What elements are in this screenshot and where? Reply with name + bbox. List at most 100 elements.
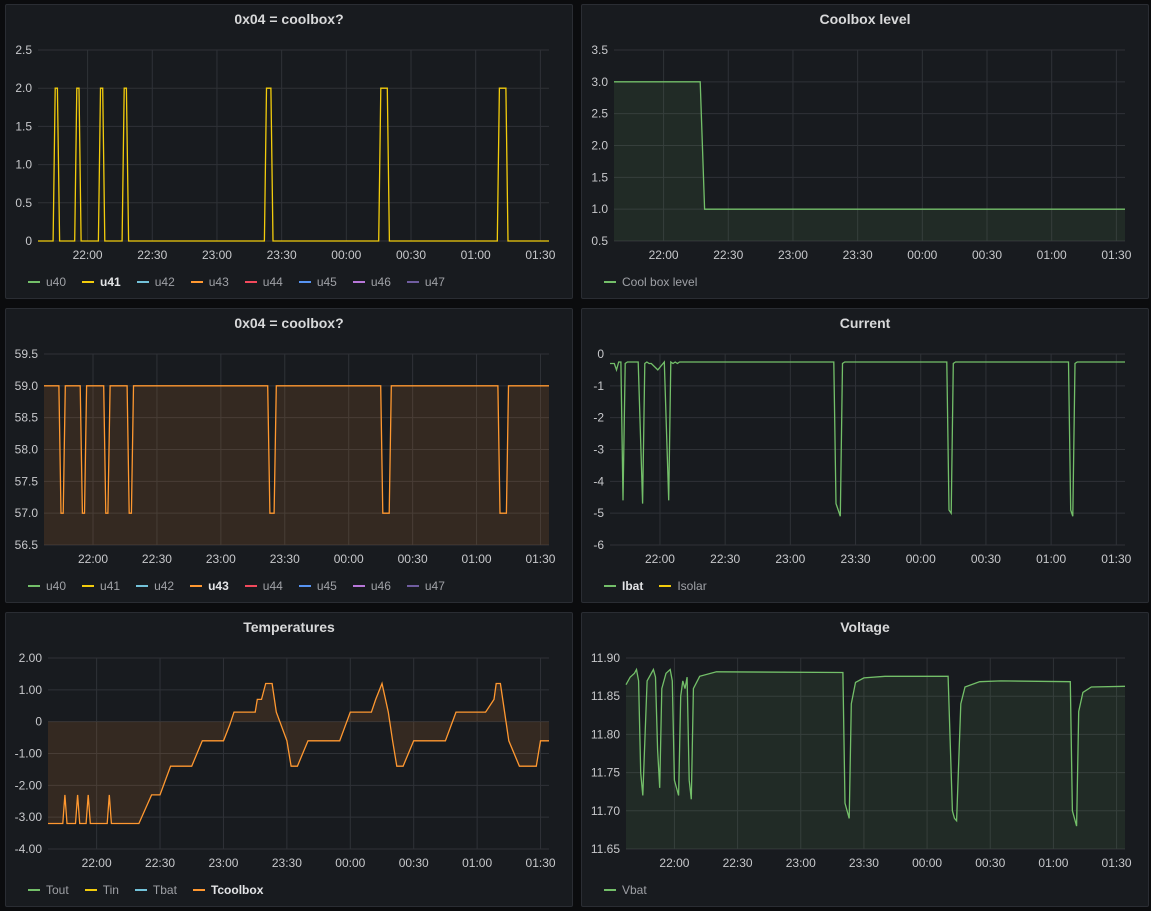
x-tick-label: 23:30 — [267, 248, 297, 262]
legend-item-u43[interactable]: u43 — [190, 579, 229, 593]
panel-temperatures: Temperatures -4.00 -3.00 -2.00 -1.00 0 1.00 2.… — [5, 612, 573, 907]
panel-title[interactable]: Coolbox level — [819, 11, 911, 27]
legend-item-tcoolbox[interactable]: Tcoolbox — [192, 883, 263, 897]
y-tick-label: 58.0 — [15, 443, 39, 457]
y-tick-label: 11.90 — [591, 651, 620, 665]
legend-label: u40 — [46, 275, 67, 289]
y-tick-label: 59.0 — [15, 379, 39, 393]
legend-swatch — [190, 585, 203, 587]
y-tick-label: 1.5 — [591, 170, 608, 184]
legend-item-u45[interactable]: u45 — [298, 275, 337, 289]
y-tick-label: -2 — [593, 411, 604, 425]
legend-label: u43 — [208, 275, 229, 289]
legend-item-u44[interactable]: u44 — [244, 579, 283, 593]
panel-title[interactable]: 0x04 = coolbox? — [234, 11, 344, 27]
legend-swatch — [28, 585, 40, 587]
legend-label: u44 — [262, 579, 283, 593]
legend-item-u40[interactable]: u40 — [28, 275, 66, 289]
x-tick-label: 01:00 — [462, 856, 492, 870]
x-tick-label: 00:30 — [972, 248, 1002, 262]
legend-item-u41[interactable]: u41 — [82, 275, 121, 289]
legend-item-tout[interactable]: Tout — [28, 883, 69, 897]
series-line-u43 — [44, 385, 549, 514]
legend-item-isolar[interactable]: Isolar — [659, 579, 707, 593]
legend-item-u42[interactable]: u42 — [136, 275, 175, 289]
legend-item-u40[interactable]: u40 — [28, 579, 66, 593]
legend-item-u45[interactable]: u45 — [298, 579, 337, 593]
legend-item-u47[interactable]: u47 — [406, 275, 445, 289]
legend-swatch — [28, 889, 40, 891]
legend-item-tin[interactable]: Tin — [84, 883, 119, 897]
chart-temperatures: -4.00 -3.00 -2.00 -1.00 0 1.00 2.00 22:00 22:30 2… — [15, 651, 556, 870]
legend-swatch — [659, 585, 672, 587]
legend-label: Isolar — [677, 579, 707, 593]
legend-swatch — [352, 585, 365, 587]
x-tick-label: 22:00 — [73, 248, 103, 262]
panel-title[interactable]: Current — [839, 315, 891, 331]
legend-label: u44 — [262, 275, 283, 289]
legend-item-u41[interactable]: u41 — [82, 579, 120, 593]
series-line-cool-box-level — [614, 81, 1125, 210]
x-tick-label: 22:30 — [723, 856, 753, 870]
panel-title[interactable]: Temperatures — [243, 619, 335, 635]
x-tick-label: 22:30 — [710, 552, 740, 566]
series-line-tcoolbox — [48, 681, 549, 825]
legend-item-u46[interactable]: u46 — [352, 579, 391, 593]
x-tick-label: 22:30 — [137, 248, 167, 262]
y-tick-label: -2.00 — [15, 778, 43, 792]
legend: u40 u41 u42 u43 u44 u45 u46 u47 — [28, 275, 445, 289]
chart-u41: 0 0.5 1.0 1.5 2.0 2.5 22:00 22:30 23:00 23:30 00:0… — [15, 43, 555, 262]
x-tick-label: 22:00 — [645, 552, 675, 566]
chart-voltage: 11.65 11.70 11.75 11.80 11.85 11.90 22:00 22:30… — [591, 651, 1132, 870]
series-line-vbat — [625, 667, 1126, 827]
y-tick-label: 0.5 — [591, 234, 608, 248]
legend-label: Vbat — [622, 883, 647, 897]
y-tick-label: -3 — [593, 443, 604, 457]
x-tick-label: 01:00 — [1037, 248, 1067, 262]
legend-item-u42[interactable]: u42 — [136, 579, 174, 593]
y-tick-label: 57.5 — [15, 474, 39, 488]
legend-swatch — [84, 889, 97, 891]
legend-item-u47[interactable]: u47 — [406, 579, 445, 593]
legend-swatch — [190, 281, 203, 283]
y-tick-label: 58.5 — [15, 411, 39, 425]
y-tick-label: 11.80 — [591, 727, 620, 741]
y-tick-label: 1.0 — [15, 158, 32, 172]
legend-label: u47 — [424, 275, 445, 289]
legend-item-u43[interactable]: u43 — [190, 275, 229, 289]
panel-title[interactable]: 0x04 = coolbox? — [234, 315, 344, 331]
x-tick-label: 00:00 — [331, 248, 361, 262]
legend-swatch — [136, 585, 149, 587]
legend-item-ibat[interactable]: Ibat — [604, 579, 643, 593]
x-tick-label: 22:00 — [659, 856, 689, 870]
legend: Tout Tin Tbat Tcoolbox — [28, 883, 263, 897]
x-tick-label: 23:00 — [202, 248, 232, 262]
x-tick-label: 23:00 — [778, 248, 808, 262]
panel-voltage: Voltage 11.65 11.70 11.75 11.80 11.85 11.90 22… — [581, 612, 1149, 907]
legend-label: Cool box level — [622, 275, 698, 289]
y-tick-label: -4.00 — [15, 842, 43, 856]
y-tick-label: 2.00 — [19, 651, 43, 665]
y-tick-label: 2.5 — [15, 43, 32, 57]
legend-label: u46 — [370, 579, 391, 593]
legend-swatch — [136, 281, 149, 283]
y-tick-label: 11.75 — [591, 766, 620, 780]
panel-coolbox-level: Coolbox level 0.5 1.0 1.5 2.0 2.5 3.0 3.5 22:00… — [581, 4, 1149, 299]
legend-item-u44[interactable]: u44 — [244, 275, 283, 289]
x-tick-label: 22:00 — [78, 552, 108, 566]
legend-item-u46[interactable]: u46 — [352, 275, 391, 289]
legend-item-tbat[interactable]: Tbat — [134, 883, 177, 897]
panel-current: Current -6 -5 -4 -3 -2 -1 0 22:00 22:30 23:00 23:3… — [581, 308, 1149, 603]
series-area — [626, 669, 1125, 849]
chart-u43: 56.5 57.0 57.5 58.0 58.5 59.0 59.5 22:00 22:30 23… — [15, 347, 556, 566]
legend-label: Ibat — [622, 579, 644, 593]
x-tick-label: 00:30 — [971, 552, 1001, 566]
x-tick-label: 01:30 — [1102, 856, 1132, 870]
legend-item-vbat[interactable]: Vbat — [604, 883, 647, 897]
y-tick-label: 0 — [25, 234, 32, 248]
legend-item-cool-box-level[interactable]: Cool box level — [604, 275, 697, 289]
legend: u40 u41 u42 u43 u44 u45 u46 u47 — [28, 579, 445, 593]
x-tick-label: 23:00 — [786, 856, 816, 870]
series-line-u41 — [38, 87, 549, 242]
panel-title[interactable]: Voltage — [840, 619, 890, 635]
